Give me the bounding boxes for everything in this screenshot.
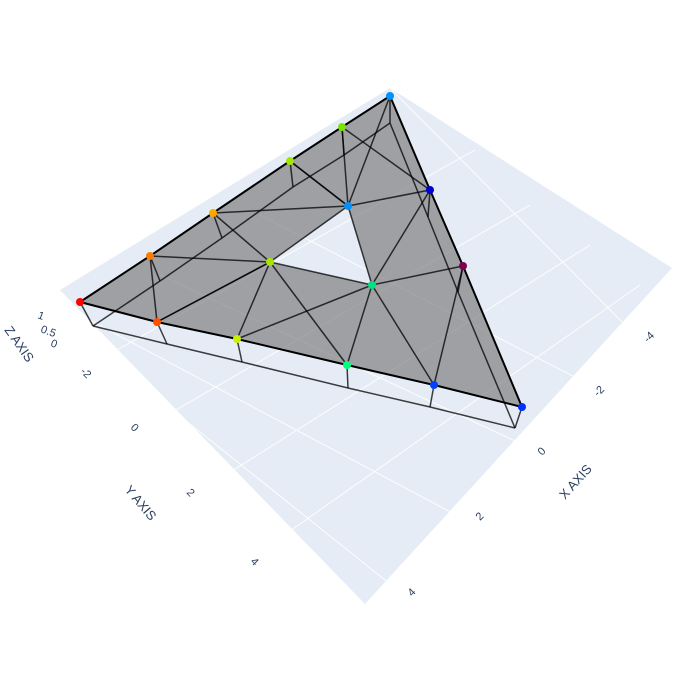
mesh-node: [266, 258, 274, 266]
mesh-edge: [149, 255, 271, 263]
y-tick-label: -2: [78, 366, 93, 381]
mesh-edge: [79, 301, 94, 327]
mesh-edge: [269, 261, 373, 286]
mesh-edge: [427, 189, 431, 218]
mesh-node: [338, 123, 346, 131]
mesh-node: [386, 92, 394, 100]
y-axis-title: Y AXIS: [122, 482, 160, 523]
mesh-edge: [269, 261, 348, 366]
mesh-edge: [149, 212, 214, 257]
edge-layer: [79, 95, 523, 429]
mesh-edge: [92, 280, 161, 327]
mesh-edge: [241, 361, 349, 389]
mesh-edge: [341, 126, 349, 207]
mesh-edge: [346, 284, 373, 366]
mesh-edge: [149, 255, 158, 323]
mesh-edge: [429, 189, 464, 267]
mesh-edge: [433, 384, 523, 408]
x-tick-label: 0: [536, 445, 549, 458]
mesh-edge: [289, 126, 343, 162]
mesh-edge: [457, 291, 516, 429]
mesh-edge: [79, 301, 158, 323]
mesh-edge: [159, 237, 223, 282]
mesh-edge: [347, 205, 373, 286]
mesh-edge: [341, 95, 391, 128]
mesh-edge: [166, 343, 243, 363]
x-tick-label: -4: [642, 330, 657, 345]
mesh-edge: [156, 321, 168, 345]
mesh-node: [146, 252, 154, 260]
mesh-node: [344, 202, 352, 210]
mesh-edge: [343, 122, 391, 156]
mesh-edge: [212, 160, 291, 214]
x-tick-label: 4: [406, 586, 419, 599]
y-tick-label: 4: [248, 556, 261, 569]
mesh-edge: [236, 338, 348, 366]
mesh-edge: [156, 321, 238, 340]
z-axis-ticks: 0 0.5 1: [36, 310, 59, 351]
mesh-edge: [212, 212, 223, 239]
mesh-edge: [371, 284, 435, 386]
x-axis-title: X AXIS: [556, 461, 595, 502]
x-tick-label: -2: [592, 384, 607, 399]
mesh-edge: [212, 212, 271, 263]
mesh-surface: [80, 96, 522, 407]
mesh-edge: [289, 160, 294, 188]
mesh-edge: [371, 189, 431, 286]
grid-lines: [59, 87, 641, 601]
mesh-edge: [92, 325, 168, 345]
mesh-edge: [292, 154, 345, 188]
z-axis-title: Z AXIS: [2, 323, 38, 365]
y-tick-label: 2: [184, 487, 197, 500]
mesh-node: [233, 335, 241, 343]
mesh-edge: [462, 265, 523, 408]
mesh-layer: [80, 96, 522, 407]
mesh-edge: [347, 95, 391, 207]
mesh-edge: [236, 284, 373, 340]
mesh-node: [430, 381, 438, 389]
mesh-edge: [347, 189, 431, 207]
node-layer: [76, 92, 526, 411]
mesh-edge: [341, 126, 431, 191]
mesh-node: [518, 403, 526, 411]
mesh-node: [209, 209, 217, 217]
mesh-edge: [427, 216, 459, 293]
mesh-node: [153, 318, 161, 326]
mesh-edge: [236, 261, 271, 340]
mesh-node: [459, 262, 467, 270]
mesh-edge: [269, 205, 349, 263]
mesh-edge: [79, 255, 151, 303]
mesh-node: [76, 298, 84, 306]
mesh-node: [286, 157, 294, 165]
mesh-edge: [221, 186, 294, 239]
y-tick-label: 0: [128, 422, 141, 435]
mesh-edge: [389, 95, 431, 191]
mesh-edge: [149, 255, 161, 282]
mesh-edge: [156, 261, 271, 323]
x-tick-label: 2: [474, 510, 487, 523]
mesh-edge: [289, 160, 349, 207]
mesh-node: [368, 281, 376, 289]
mesh-edge: [389, 122, 429, 218]
z-tick-label: 0.5: [39, 324, 57, 341]
mesh-edge: [346, 364, 435, 386]
mesh-node: [343, 361, 351, 369]
mesh-edge: [371, 265, 464, 286]
mesh-node: [426, 186, 434, 194]
mesh-edge: [212, 205, 349, 214]
mesh-edge: [429, 406, 516, 429]
z-tick-label: 0: [49, 338, 59, 351]
mesh-edge: [433, 265, 464, 386]
z-tick-label: 1: [36, 310, 46, 323]
mesh-edge: [347, 387, 431, 408]
